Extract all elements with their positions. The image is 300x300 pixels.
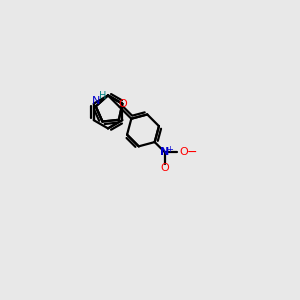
Text: O: O xyxy=(179,147,188,157)
Text: N: N xyxy=(92,96,100,106)
Text: O: O xyxy=(160,164,169,173)
Text: N: N xyxy=(160,147,169,157)
Text: O: O xyxy=(118,99,127,109)
Text: +: + xyxy=(167,145,173,154)
Text: −: − xyxy=(186,146,197,158)
Text: H: H xyxy=(99,91,106,101)
